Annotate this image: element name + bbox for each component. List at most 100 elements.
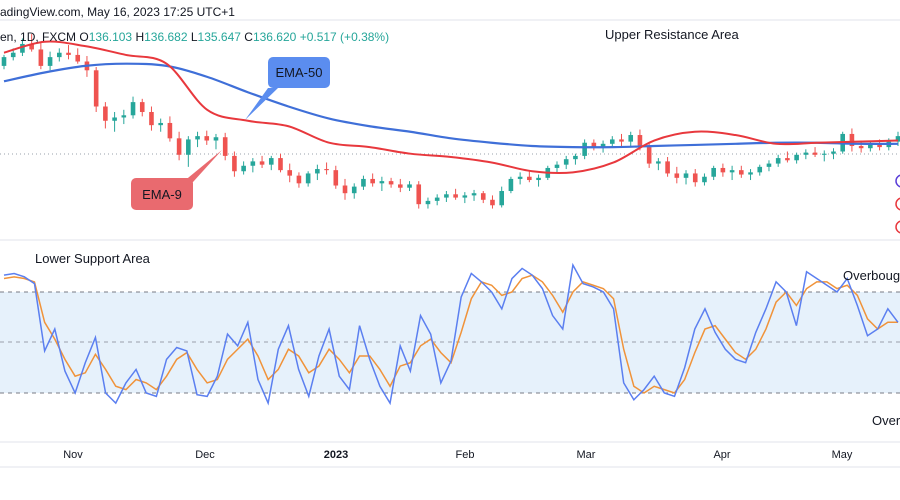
candle [139,98,145,117]
low-label: L [190,30,198,44]
ema-50-line [3,62,899,149]
high-label: H [135,30,145,44]
candle [748,169,753,181]
candle-body [849,133,855,147]
candle [121,109,127,125]
candle-body [444,194,449,198]
candle-body [56,52,62,58]
time-label-mar: Mar [577,449,596,461]
candles-layer [1,34,900,209]
candle-body [103,106,108,121]
candle-body [720,167,726,173]
candle-body [29,43,34,50]
candle-body [342,185,348,194]
candle-body [600,143,606,148]
candle-body [305,173,311,184]
candle-body [711,167,716,177]
candle-body [379,181,385,184]
candle-body [287,170,293,176]
candle-body [794,154,799,161]
candle-body [407,184,412,188]
candle [287,163,293,183]
candle-body [213,137,219,141]
candle [619,133,624,147]
candle [757,164,763,176]
candle-body [591,142,597,148]
time-label-dec: Dec [195,449,215,461]
candle-body [554,164,560,168]
candle [674,166,680,184]
candle-body [609,139,615,144]
candle [775,154,781,167]
candle [398,178,403,193]
candle-body [259,161,265,165]
candle-body [333,170,339,186]
candle-body [296,175,302,184]
candle [305,171,311,187]
candle-body [619,139,624,142]
overbought-label: Overbough [843,268,900,283]
candle [315,164,320,181]
change-value: +0.517 (+0.38%) [299,30,390,44]
candle-body [416,184,422,205]
high-value: 136.682 [144,30,188,44]
candle-body [186,139,191,155]
candle [176,131,182,161]
candle-body [582,142,587,156]
candle [241,161,246,175]
ema-9-callout-label: EMA-9 [142,187,182,202]
right-edge-markers[interactable] [895,174,900,234]
candle [573,153,578,165]
candle-body [388,181,394,185]
stochastic-k-line [3,262,899,406]
oversold-label: Over [872,413,900,428]
candle-body [508,178,514,192]
candle [38,42,44,70]
candle-body [628,135,634,142]
candle-body [573,155,578,160]
candle-body [93,70,99,107]
candle [499,186,504,208]
candle-body [10,52,16,58]
time-label-may: May [832,449,853,461]
candle [278,153,283,173]
candle-body [38,49,44,66]
ema-9-line [3,40,899,175]
candle [609,136,615,148]
candle-body [683,173,689,178]
candle [711,165,716,181]
candle [379,176,385,192]
candle [628,131,634,147]
candle-body [536,177,541,181]
candle-body [702,176,707,183]
candle-body [748,172,753,175]
candle-body [121,115,127,118]
candle [517,172,523,185]
candle [250,158,256,173]
candle [388,177,394,188]
candle-body [139,102,145,112]
candle-body [158,122,163,126]
candle [213,133,219,150]
candle-body [370,178,375,184]
candle-body [434,197,440,201]
candle [103,102,108,129]
candle [729,165,735,181]
candle-body [646,147,652,164]
candle [29,34,34,52]
candle-body [176,138,182,155]
candle-body [775,158,781,164]
candle-body [480,193,486,200]
candle-body [130,102,136,116]
candle [66,45,71,60]
candle-body [821,153,827,155]
candle [471,189,477,201]
candle [47,51,53,71]
open-value: 136.103 [88,30,133,44]
candle-body [425,200,431,205]
low-value: 135.647 [197,30,241,44]
candle [268,155,274,171]
candle-body [66,52,71,55]
candle-body [278,158,283,171]
